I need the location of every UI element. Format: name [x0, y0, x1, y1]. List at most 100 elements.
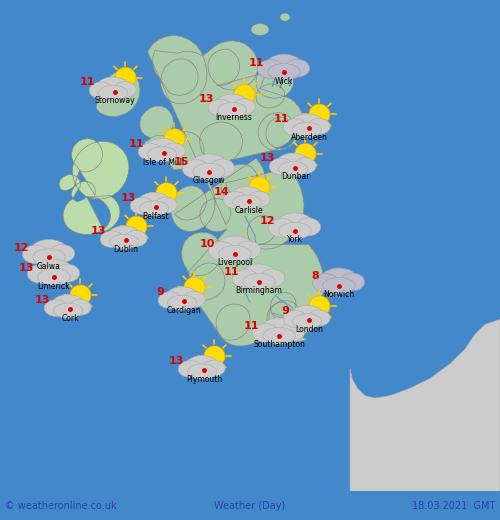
Text: 18.03.2021  GMT: 18.03.2021 GMT [412, 501, 495, 511]
Ellipse shape [148, 147, 176, 162]
Ellipse shape [208, 242, 235, 261]
Polygon shape [148, 35, 324, 346]
Polygon shape [140, 106, 173, 138]
Circle shape [234, 85, 255, 105]
Ellipse shape [276, 153, 310, 175]
Ellipse shape [232, 270, 259, 288]
Ellipse shape [278, 162, 308, 177]
Text: 8: 8 [312, 271, 319, 281]
Text: Liverpool: Liverpool [218, 258, 252, 267]
Ellipse shape [138, 144, 162, 160]
Ellipse shape [283, 119, 307, 136]
Circle shape [309, 104, 330, 125]
Text: Norwich: Norwich [324, 290, 354, 300]
Ellipse shape [125, 230, 147, 246]
Polygon shape [251, 23, 269, 35]
Ellipse shape [320, 268, 358, 292]
Text: 12: 12 [260, 216, 275, 226]
Ellipse shape [89, 82, 113, 99]
Text: 14: 14 [214, 187, 229, 197]
Circle shape [115, 67, 136, 88]
Ellipse shape [130, 198, 154, 214]
Ellipse shape [340, 273, 364, 291]
Text: Wick: Wick [275, 76, 293, 86]
Ellipse shape [69, 299, 91, 315]
Ellipse shape [203, 360, 225, 376]
Ellipse shape [155, 197, 177, 213]
Text: © weatheronline.co.uk: © weatheronline.co.uk [5, 501, 116, 511]
Ellipse shape [283, 310, 307, 327]
Text: 13: 13 [198, 95, 214, 105]
Text: 13: 13 [90, 226, 106, 236]
Ellipse shape [232, 195, 262, 210]
Ellipse shape [258, 60, 284, 79]
Ellipse shape [178, 360, 202, 378]
Ellipse shape [236, 241, 260, 259]
Text: 12: 12 [14, 243, 29, 253]
Ellipse shape [158, 292, 182, 308]
Text: Southampton: Southampton [253, 341, 305, 349]
Ellipse shape [193, 163, 225, 180]
Text: 11: 11 [274, 114, 289, 124]
Ellipse shape [276, 213, 314, 237]
Text: 13: 13 [120, 193, 136, 203]
Ellipse shape [51, 295, 85, 317]
Ellipse shape [216, 236, 254, 261]
Ellipse shape [137, 192, 171, 214]
Ellipse shape [312, 274, 339, 292]
Text: 11: 11 [248, 58, 264, 68]
Polygon shape [96, 70, 140, 116]
Circle shape [164, 129, 185, 149]
Circle shape [309, 296, 330, 316]
Ellipse shape [183, 291, 205, 307]
Text: Galwa: Galwa [37, 262, 61, 271]
Ellipse shape [268, 63, 300, 81]
Circle shape [126, 216, 147, 237]
Ellipse shape [182, 160, 209, 178]
Text: Glasgow: Glasgow [192, 176, 226, 185]
Ellipse shape [260, 269, 284, 287]
Ellipse shape [38, 268, 70, 285]
Ellipse shape [308, 119, 330, 135]
Text: 15: 15 [174, 158, 189, 167]
Polygon shape [350, 319, 500, 491]
Ellipse shape [292, 314, 322, 329]
Ellipse shape [240, 264, 278, 288]
Text: Cork: Cork [61, 314, 79, 323]
Text: Birmingham: Birmingham [236, 287, 282, 295]
Ellipse shape [50, 244, 74, 263]
Ellipse shape [279, 222, 311, 239]
Ellipse shape [233, 99, 255, 115]
Polygon shape [144, 135, 171, 158]
Text: 13: 13 [18, 263, 34, 272]
Ellipse shape [54, 303, 82, 318]
Ellipse shape [188, 364, 216, 379]
Text: Aberdeen: Aberdeen [290, 133, 328, 142]
Text: Cardigan: Cardigan [166, 306, 202, 315]
Ellipse shape [215, 94, 249, 116]
Ellipse shape [290, 114, 324, 136]
Ellipse shape [292, 122, 322, 137]
Text: 11: 11 [244, 321, 259, 331]
Ellipse shape [219, 245, 251, 262]
Text: 13: 13 [168, 356, 184, 366]
Ellipse shape [285, 59, 310, 77]
Circle shape [249, 177, 270, 198]
Text: 10: 10 [200, 239, 215, 250]
Circle shape [295, 144, 316, 164]
Circle shape [204, 346, 225, 367]
Ellipse shape [33, 249, 65, 266]
Ellipse shape [260, 318, 298, 342]
Ellipse shape [22, 245, 49, 264]
Ellipse shape [96, 77, 130, 99]
Ellipse shape [223, 191, 247, 209]
Ellipse shape [98, 85, 128, 100]
Ellipse shape [218, 102, 246, 118]
Text: Inverness: Inverness [216, 113, 252, 123]
Circle shape [184, 277, 205, 297]
Ellipse shape [265, 54, 303, 79]
Ellipse shape [165, 287, 199, 308]
Ellipse shape [168, 295, 196, 310]
Circle shape [70, 285, 91, 306]
Ellipse shape [208, 99, 232, 116]
